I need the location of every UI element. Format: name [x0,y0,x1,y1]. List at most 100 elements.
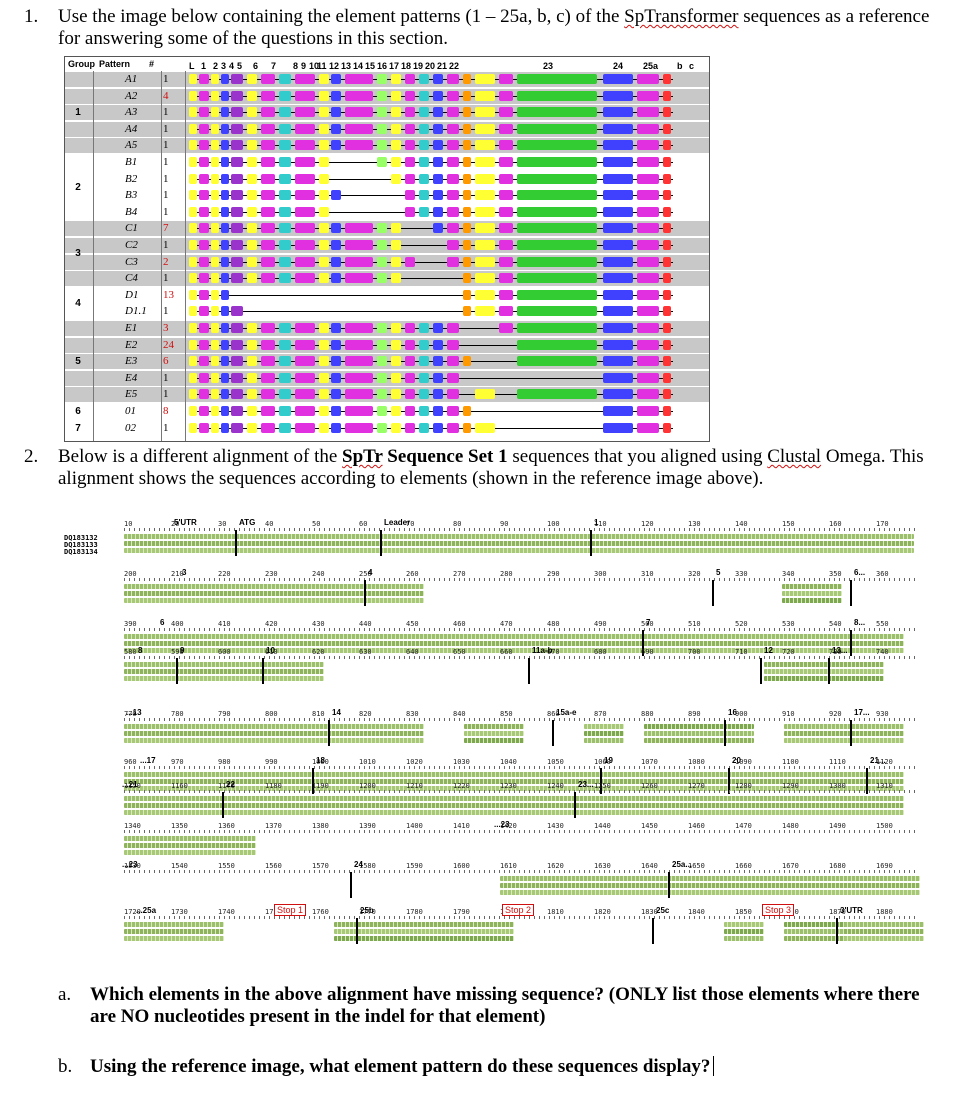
element-block [319,173,329,184]
element-block [463,123,471,134]
header-element-9: 9 [301,61,307,71]
aligned-sequence [124,929,224,934]
ruler-tick-label: 960 [124,758,137,766]
ruler-ticks [124,528,916,531]
element-boundary [574,792,576,818]
element-boundary [262,658,264,684]
element-block [189,306,197,317]
element-block [319,190,329,201]
element-boundary [380,530,382,556]
element-block [295,339,315,350]
ruler-tick-label: 1020 [406,758,423,766]
element-block [231,206,243,217]
element-block [499,273,513,284]
element-block [463,157,471,167]
element-block [603,289,633,300]
sequence-row [64,731,916,737]
element-block [331,339,341,350]
element-block [211,123,219,134]
alignment-ruler: 770 780 790 800 810 820 830 840 850 860 870 880 890 9… [124,710,916,721]
element-block [405,356,415,367]
element-block [261,273,275,284]
element-block [433,123,443,134]
element-block [663,372,671,383]
element-block [279,223,291,234]
element-boundary [235,530,237,556]
element-block [331,273,341,284]
element-block [447,173,459,184]
header-element-21: 21 [437,61,448,71]
column-divider [185,71,186,441]
element-boundary [668,872,670,898]
header-element-4: 4 [229,61,235,71]
element-block [603,90,633,101]
ruler-tick-label: 470 [500,620,513,628]
element-block [637,157,659,167]
ruler-tick-label: 1000 [312,758,329,766]
element-block [231,273,243,284]
ruler-tick-label: 1270 [688,782,705,790]
ruler-tick-label: 1460 [688,822,705,830]
element-boundary [728,768,730,794]
element-block [637,223,659,234]
element-block [261,173,275,184]
element-block [231,356,243,367]
pattern-baseline [189,95,673,97]
element-label: ...13 [126,708,142,717]
element-block [419,123,429,134]
pattern-row-A5: A5 1 [65,138,709,154]
element-block [189,173,197,184]
element-block [463,273,471,284]
pattern-baseline [189,128,673,130]
pattern-baseline [189,178,673,180]
element-block [211,273,219,284]
element-block [377,74,387,84]
element-block [447,240,459,250]
element-block [345,372,373,383]
pattern-count: 2 [163,255,169,268]
element-block [637,422,659,433]
question-b-text[interactable]: Using the reference image, what element … [90,1056,938,1078]
aligned-sequence [844,922,924,927]
element-block [231,256,243,267]
ruler-tick-label: 1030 [453,758,470,766]
aligned-sequence [124,724,424,729]
question-2-text: Below is a different alignment of the Sp… [58,446,954,490]
element-block [211,356,219,367]
element-block [377,389,387,400]
element-block [419,339,429,350]
ruler-tick-label: 1720 [124,908,141,916]
element-block [447,339,459,350]
ruler-tick-label: 1210 [406,782,423,790]
element-block [377,372,387,383]
element-block [663,256,671,267]
element-block [391,90,401,101]
ruler-tick-label: 680 [594,648,607,656]
element-block [199,422,209,433]
element-boundary [222,792,224,818]
ruler-tick-label: 1190 [312,782,329,790]
header-element-20: 20 [425,61,436,71]
element-block [475,289,495,300]
question-a-letter: a. [58,984,72,1005]
header-element-16: 16 [377,61,388,71]
ruler-tick-label: 1250 [594,782,611,790]
pattern-name: E1 [125,322,138,334]
element-block [603,123,633,134]
element-block [663,173,671,184]
pattern-baseline [189,411,673,412]
element-block [405,90,415,101]
aligned-sequence [124,738,424,743]
pattern-count: 4 [163,89,169,102]
element-block [517,90,597,101]
pattern-row-B2: B2 1 [65,172,709,187]
ruler-tick-label: 970 [171,758,184,766]
element-boundary [590,530,592,556]
element-label: 7 [646,618,651,627]
element-block [211,190,219,201]
element-block [499,190,513,201]
element-block [463,306,471,317]
element-block [295,422,315,433]
element-block [447,123,459,134]
element-block [475,190,495,201]
